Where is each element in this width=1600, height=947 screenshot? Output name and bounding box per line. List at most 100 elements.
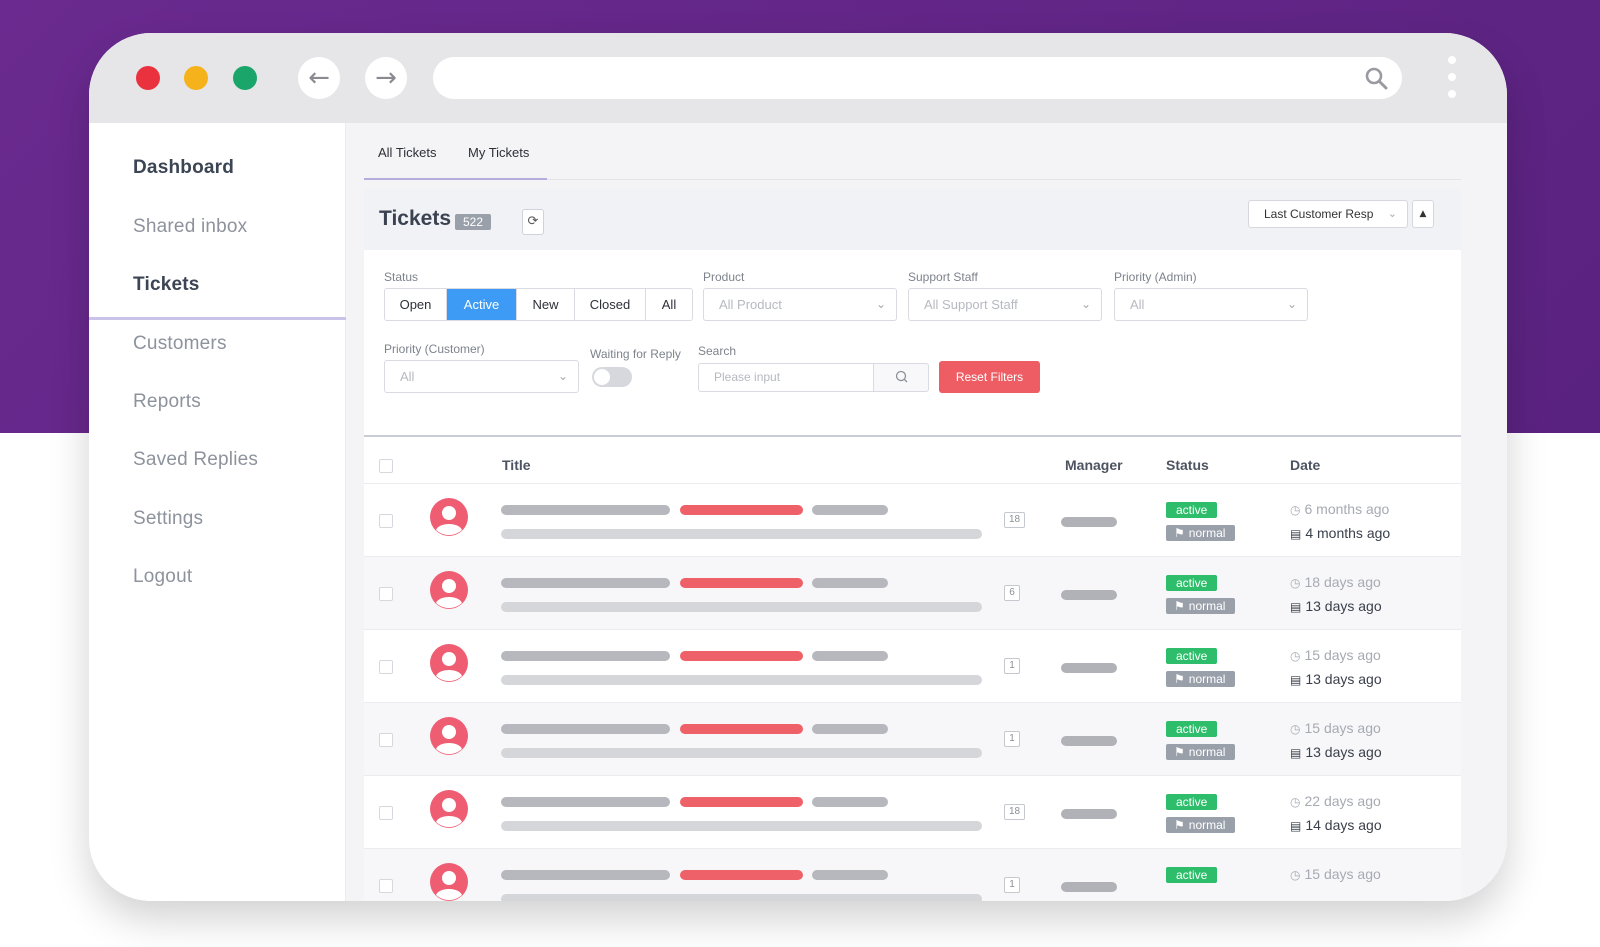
- product-select[interactable]: All Product ⌄: [703, 288, 897, 321]
- last-reply-date-text: 4 months ago: [1305, 525, 1391, 541]
- address-bar[interactable]: [433, 57, 1402, 99]
- title-placeholder-bar[interactable]: [812, 505, 888, 515]
- page-title: Tickets: [379, 207, 451, 230]
- sidebar-active-indicator: [89, 317, 346, 320]
- status-option-open[interactable]: Open: [385, 289, 447, 320]
- chevron-down-icon: ⌄: [1080, 297, 1091, 311]
- row-checkbox[interactable]: [379, 733, 393, 747]
- created-date-text: 15 days ago: [1304, 647, 1381, 663]
- back-arrow-icon[interactable]: ←: [298, 57, 340, 99]
- chevron-down-icon: ⌄: [1286, 297, 1297, 311]
- priority-badge: ⚑ normal: [1166, 671, 1236, 687]
- browser-window: ← → Dashboard Shared inbox Tickets Custo…: [89, 33, 1507, 901]
- row-checkbox[interactable]: [379, 660, 393, 674]
- title-placeholder-bar[interactable]: [501, 505, 670, 515]
- status-segmented-control: Open Active New Closed All: [384, 288, 693, 321]
- tab-all-tickets[interactable]: All Tickets: [378, 145, 437, 160]
- product-filter-label: Product: [703, 270, 745, 284]
- title-highlight-bar[interactable]: [680, 870, 803, 880]
- select-all-checkbox[interactable]: [379, 459, 393, 473]
- title-placeholder-bar[interactable]: [812, 651, 888, 661]
- priority-customer-select[interactable]: All ⌄: [384, 360, 579, 393]
- status-option-all[interactable]: All: [646, 289, 692, 320]
- title-highlight-bar[interactable]: [680, 651, 803, 661]
- sidebar-item-reports[interactable]: Reports: [133, 391, 201, 412]
- avatar: [430, 644, 468, 682]
- column-header-date: Date: [1290, 457, 1321, 473]
- title-placeholder-bar[interactable]: [812, 870, 888, 880]
- manager-placeholder-bar: [1061, 517, 1117, 527]
- title-placeholder-bar[interactable]: [501, 651, 670, 661]
- avatar: [430, 571, 468, 609]
- sidebar-item-settings[interactable]: Settings: [133, 508, 204, 529]
- priority-label: normal: [1188, 599, 1226, 613]
- caret-up-icon[interactable]: ▲: [1412, 200, 1434, 228]
- status-option-new[interactable]: New: [517, 289, 575, 320]
- title-placeholder-bar[interactable]: [812, 578, 888, 588]
- manager-placeholder-bar: [1061, 882, 1117, 892]
- created-date: ◷ 18 days ago: [1290, 574, 1381, 590]
- priority-admin-select[interactable]: All ⌄: [1114, 288, 1308, 321]
- support-staff-select[interactable]: All Support Staff ⌄: [908, 288, 1102, 321]
- search-input[interactable]: Please input: [698, 363, 874, 392]
- reset-filters-button[interactable]: Reset Filters: [939, 361, 1040, 393]
- title-highlight-bar[interactable]: [680, 797, 803, 807]
- table-row[interactable]: 1 active ◷ 15 days ago: [364, 848, 1461, 901]
- sidebar-item-saved-replies[interactable]: Saved Replies: [133, 449, 259, 470]
- created-date-text: 6 months ago: [1304, 501, 1390, 517]
- title-placeholder-bar[interactable]: [501, 724, 670, 734]
- title-placeholder-bar[interactable]: [501, 870, 670, 880]
- sidebar-item-logout[interactable]: Logout: [133, 566, 193, 587]
- priority-label: normal: [1188, 526, 1226, 540]
- row-checkbox[interactable]: [379, 587, 393, 601]
- message-icon: ▤: [1290, 746, 1302, 760]
- sidebar-item-customers[interactable]: Customers: [133, 333, 227, 354]
- maximize-window-button[interactable]: [233, 66, 257, 90]
- flag-icon: ⚑: [1174, 599, 1185, 613]
- row-checkbox[interactable]: [379, 879, 393, 893]
- sidebar-item-dashboard[interactable]: Dashboard: [133, 157, 235, 178]
- close-window-button[interactable]: [136, 66, 160, 90]
- clock-icon: ◷: [1290, 576, 1301, 590]
- status-option-closed[interactable]: Closed: [575, 289, 646, 320]
- search-label: Search: [698, 344, 737, 358]
- last-reply-date-text: 13 days ago: [1305, 671, 1382, 687]
- priority-label: normal: [1188, 672, 1226, 686]
- search-button[interactable]: [873, 363, 929, 392]
- column-header-manager: Manager: [1065, 457, 1123, 473]
- last-reply-date-text: 14 days ago: [1305, 817, 1382, 833]
- product-select-value: All Product: [719, 297, 782, 312]
- refresh-icon[interactable]: ⟳: [522, 209, 544, 235]
- title-highlight-bar[interactable]: [680, 505, 803, 515]
- search-icon[interactable]: [1364, 66, 1388, 90]
- table-row[interactable]: 18 active ⚑ normal ◷ 6 months ago ▤ 4 months ag…: [364, 483, 1461, 556]
- excerpt-placeholder-bar: [501, 675, 982, 685]
- title-highlight-bar[interactable]: [680, 578, 803, 588]
- clock-icon: ◷: [1290, 649, 1301, 663]
- title-placeholder-bar[interactable]: [501, 578, 670, 588]
- tab-my-tickets[interactable]: My Tickets: [468, 145, 530, 160]
- table-row[interactable]: 6 active ⚑ normal ◷ 18 days ago ▤ 13 days ago: [364, 556, 1461, 629]
- table-row[interactable]: 18 active ⚑ normal ◷ 22 days ago ▤ 14 days ago: [364, 775, 1461, 848]
- sidebar-item-shared-inbox[interactable]: Shared inbox: [133, 216, 248, 237]
- reply-count-badge: 18: [1004, 804, 1026, 820]
- table-row[interactable]: 1 active ⚑ normal ◷ 15 days ago ▤ 13 days ago: [364, 629, 1461, 702]
- title-placeholder-bar[interactable]: [501, 797, 670, 807]
- table-row[interactable]: 1 active ⚑ normal ◷ 15 days ago ▤ 13 days ago: [364, 702, 1461, 775]
- kebab-menu-icon[interactable]: [1447, 56, 1457, 104]
- row-checkbox[interactable]: [379, 514, 393, 528]
- title-highlight-bar[interactable]: [680, 724, 803, 734]
- title-placeholder-bar[interactable]: [812, 797, 888, 807]
- minimize-window-button[interactable]: [184, 66, 208, 90]
- status-option-active[interactable]: Active: [447, 289, 517, 320]
- waiting-for-reply-toggle[interactable]: [592, 367, 632, 387]
- excerpt-placeholder-bar: [501, 602, 982, 612]
- row-checkbox[interactable]: [379, 806, 393, 820]
- excerpt-placeholder-bar: [501, 529, 982, 539]
- message-icon: ▤: [1290, 527, 1302, 541]
- chevron-down-icon: ⌄: [557, 369, 568, 383]
- sidebar-item-tickets[interactable]: Tickets: [133, 274, 200, 295]
- title-placeholder-bar[interactable]: [812, 724, 888, 734]
- forward-arrow-icon[interactable]: →: [365, 57, 407, 99]
- sort-by-select[interactable]: Last Customer Resp ⌄: [1248, 200, 1408, 228]
